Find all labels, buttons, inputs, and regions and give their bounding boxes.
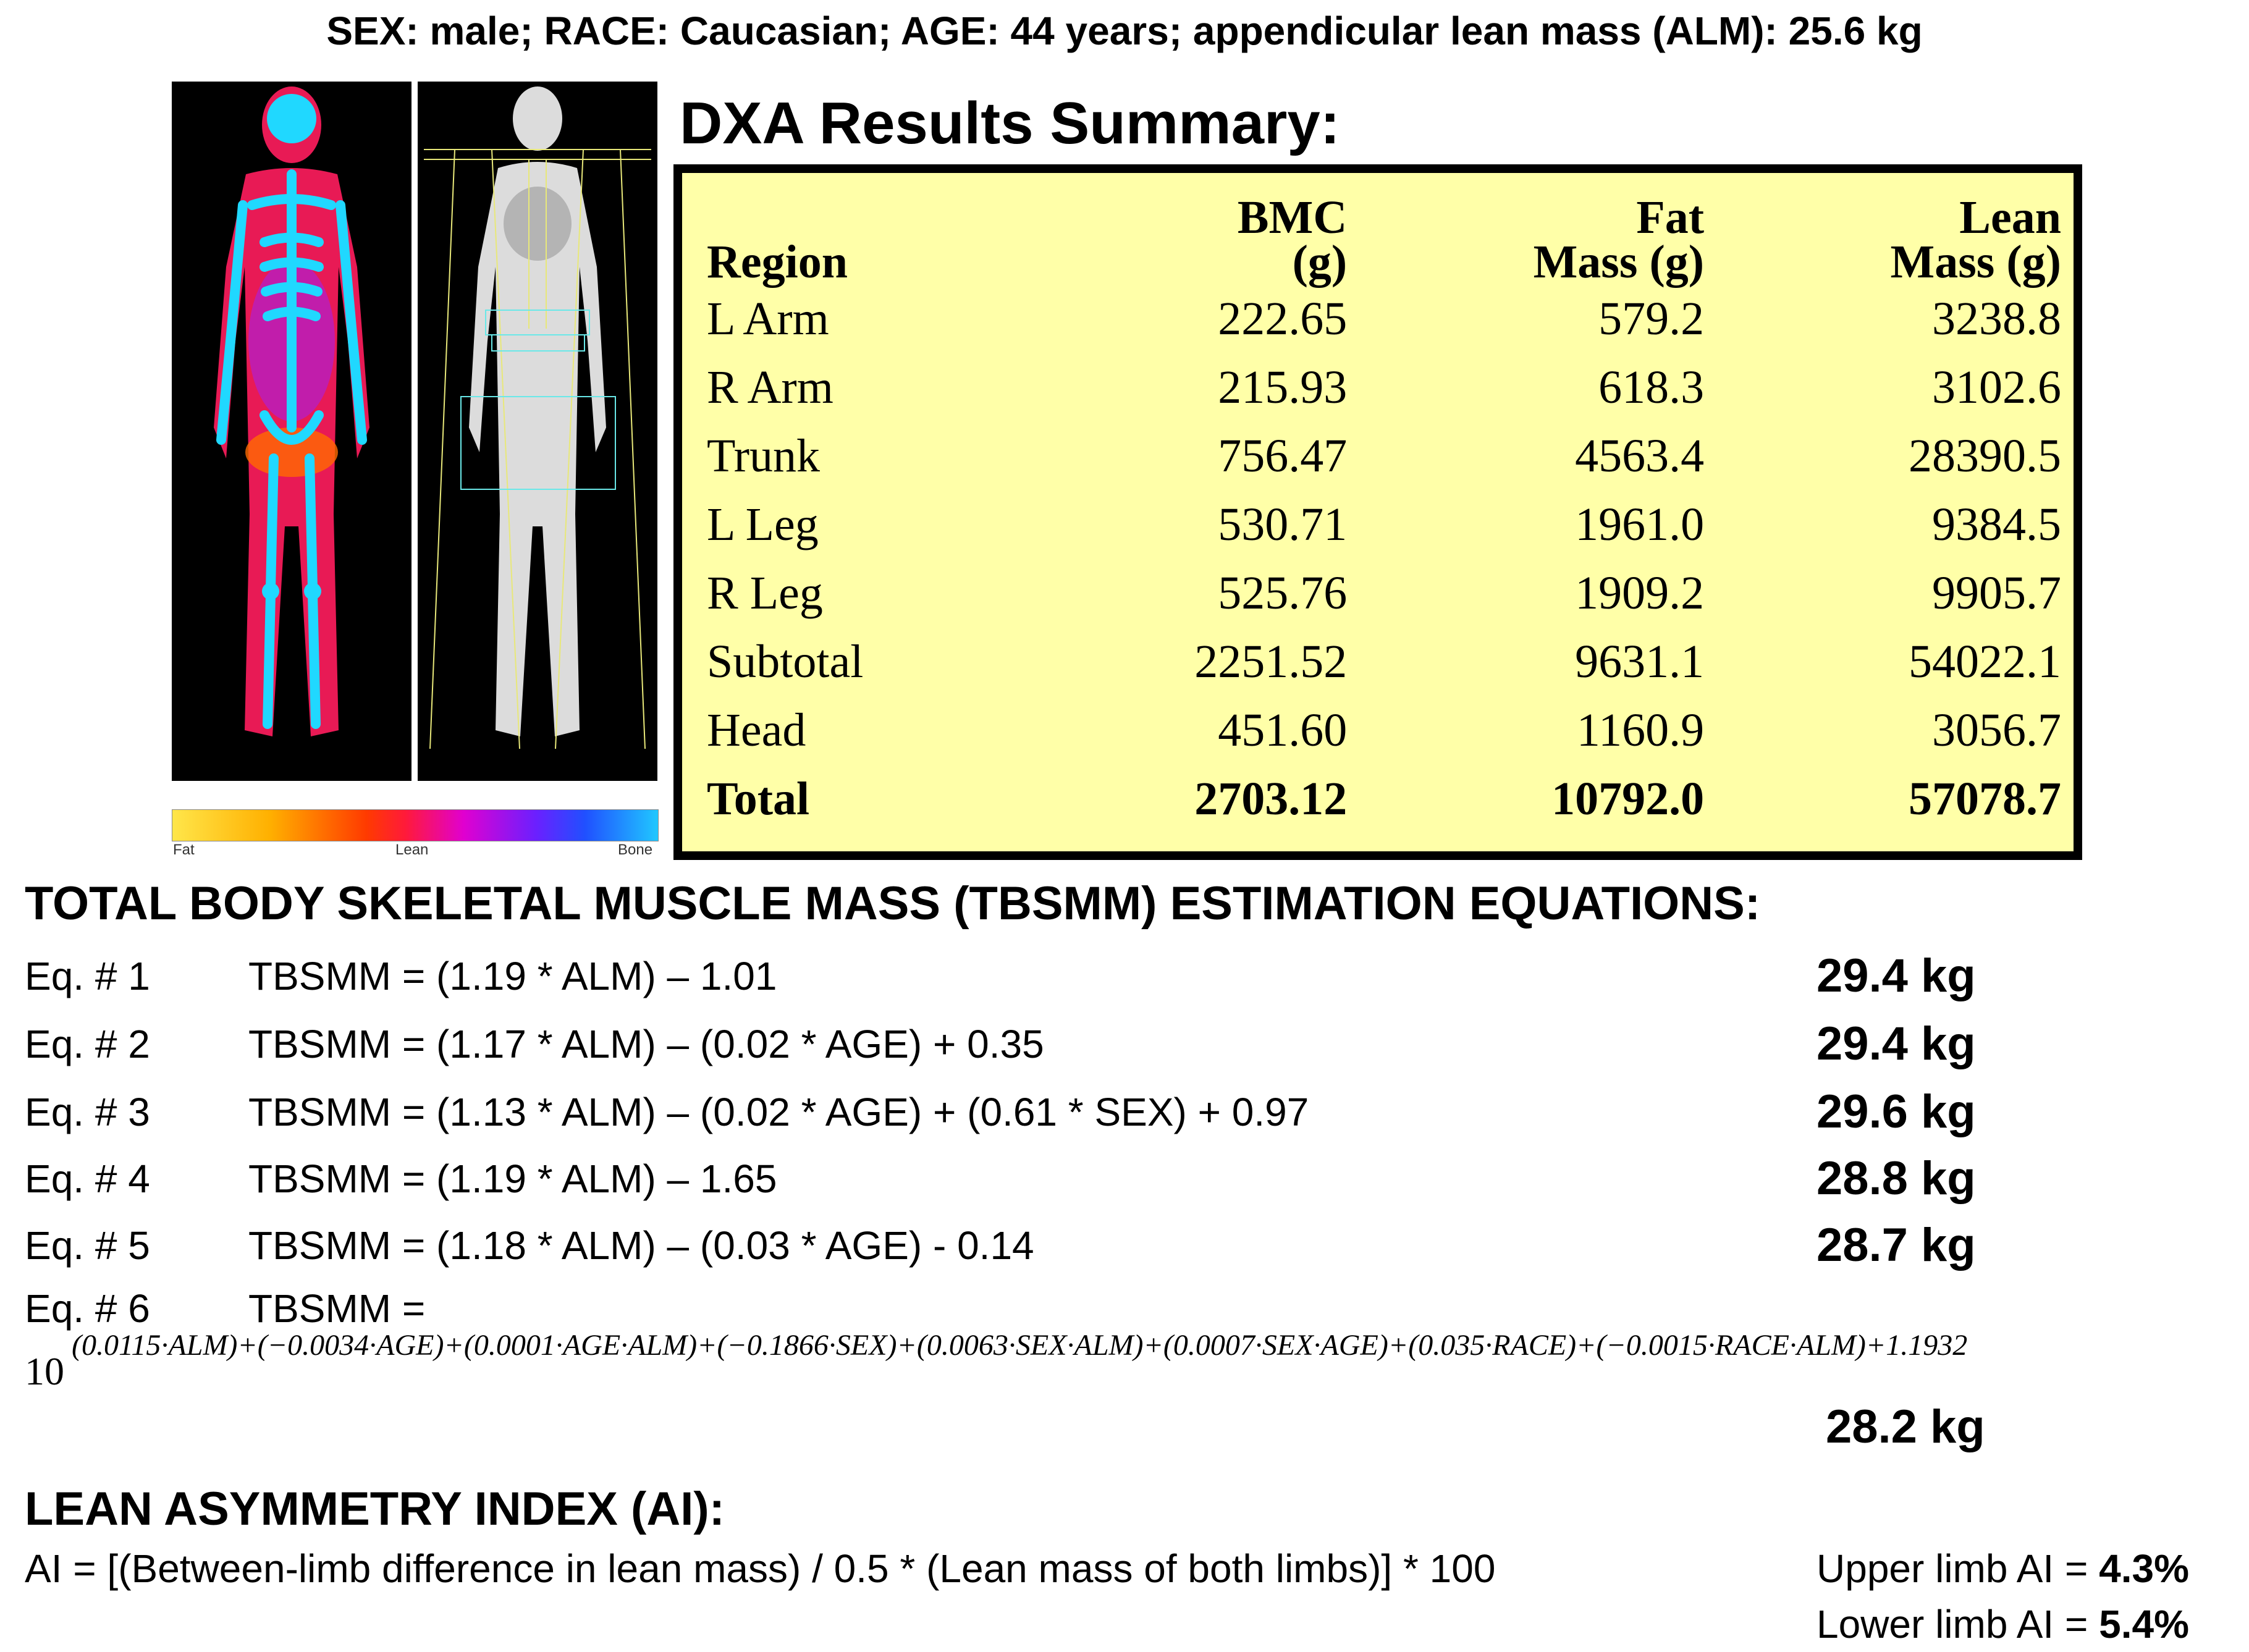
equation-label: Eq. # 2 (25, 1022, 150, 1066)
cell-region: Trunk (707, 429, 821, 482)
lower-limb-ai-label: Lower limb AI = (1816, 1602, 2099, 1646)
cell-lean: 3238.8 (1932, 292, 2061, 345)
cell-bmc: 222.65 (1218, 292, 1348, 345)
cell-region: Total (707, 772, 810, 825)
equation-formula: TBSMM = (1.18 * ALM) – (0.03 * AGE) - 0.… (248, 1223, 1034, 1268)
cell-region: R Arm (707, 361, 833, 413)
table-row: Head 451.60 1160.9 3056.7 (707, 696, 2061, 764)
ai-section-title: LEAN ASYMMETRY INDEX (AI): (25, 1483, 725, 1535)
cell-fat: 1160.9 (1576, 704, 1705, 756)
equation-6-exponent: (0.0115·ALM)+(−0.0034·AGE)+(0.0001·AGE·A… (72, 1329, 1968, 1362)
subject-info: SEX: male; RACE: Caucasian; AGE: 44 year… (326, 9, 1923, 53)
cell-fat: 579.2 (1598, 292, 1705, 345)
dxa-summary-title: DXA Results Summary: (680, 90, 1340, 156)
equation-label: Eq. # 4 (25, 1157, 150, 1201)
upper-limb-ai-label: Upper limb AI = (1816, 1546, 2099, 1591)
equation-row-1: Eq. # 1 TBSMM = (1.19 * ALM) – 1.01 29.4… (25, 945, 2224, 1007)
table-row: R Leg 525.76 1909.2 9905.7 (707, 558, 2061, 627)
equation-formula: TBSMM = (1.17 * ALM) – (0.02 * AGE) + 0.… (248, 1022, 1044, 1066)
table-row: L Leg 530.71 1961.0 9384.5 (707, 490, 2061, 558)
dxa-color-scan-image (172, 82, 411, 781)
cell-fat: 4563.4 (1575, 429, 1705, 482)
cell-fat: 1909.2 (1575, 567, 1705, 619)
dxa-results-table-box: Region BMC (g) Fat Mass (g) Lean Mass (g) L… (673, 164, 2082, 860)
dxa-results-table: Region BMC (g) Fat Mass (g) Lean Mass (g) L… (707, 192, 2061, 833)
column-header-fat-mass: Fat Mass (g) (1533, 192, 1705, 288)
table-row: L Arm 222.65 579.2 3238.8 (707, 284, 2061, 353)
cell-region: Subtotal (707, 635, 864, 688)
cell-fat: 9631.1 (1575, 635, 1705, 688)
cell-bmc: 530.71 (1218, 498, 1348, 550)
equation-label: Eq. # 3 (25, 1090, 150, 1134)
equation-row-5: Eq. # 5 TBSMM = (1.18 * ALM) – (0.03 * A… (25, 1215, 2224, 1276)
color-scale-bar (172, 809, 659, 841)
equation-row-2: Eq. # 2 TBSMM = (1.17 * ALM) – (0.02 * A… (25, 1013, 2224, 1075)
cell-lean: 54022.1 (1909, 635, 2061, 688)
column-header-lean-mass: Lean Mass (g) (1890, 192, 2061, 288)
table-row: R Arm 215.93 618.3 3102.6 (707, 353, 2061, 421)
equation-row-3: Eq. # 3 TBSMM = (1.13 * ALM) – (0.02 * A… (25, 1081, 2224, 1143)
equation-label: Eq. # 6 (25, 1286, 150, 1331)
equation-label: Eq. # 1 (25, 954, 150, 998)
equation-formula: TBSMM = (248, 1286, 426, 1331)
equation-6-expression: 10 (0.0115·ALM)+(−0.0034·AGE)+(0.0001·AG… (25, 1328, 2249, 1394)
equation-result: 28.8 kg (1816, 1152, 1976, 1205)
cell-bmc: 2703.12 (1194, 772, 1348, 825)
cell-lean: 9384.5 (1932, 498, 2061, 550)
tbsmm-section-title: TOTAL BODY SKELETAL MUSCLE MASS (TBSMM) … (25, 877, 1761, 930)
equation-result: 29.4 kg (1816, 1018, 1976, 1070)
lower-limb-ai-value: 5.4% (2099, 1602, 2189, 1646)
table-row: Subtotal 2251.52 9631.1 54022.1 (707, 627, 2061, 696)
cell-lean: 3056.7 (1932, 704, 2061, 756)
cell-lean: 3102.6 (1932, 361, 2061, 413)
cell-lean: 28390.5 (1909, 429, 2061, 482)
cell-bmc: 451.60 (1218, 704, 1348, 756)
cell-fat: 618.3 (1598, 361, 1705, 413)
equation-result: 28.7 kg (1816, 1219, 1976, 1271)
column-header-bmc: BMC (g) (1237, 192, 1348, 288)
equation-label: Eq. # 5 (25, 1223, 150, 1268)
cell-region: L Arm (707, 292, 829, 345)
equation-result: 29.6 kg (1816, 1085, 1976, 1138)
cell-fat: 10792.0 (1551, 772, 1705, 825)
cell-region: Head (707, 704, 806, 756)
table-header-row: Region BMC (g) Fat Mass (g) Lean Mass (g) (707, 192, 2061, 288)
equation-formula: TBSMM = (1.19 * ALM) – 1.65 (248, 1157, 777, 1201)
cell-lean: 57078.7 (1909, 772, 2061, 825)
upper-limb-ai: Upper limb AI = 4.3% (1816, 1541, 2189, 1596)
cell-bmc: 2251.52 (1194, 635, 1348, 688)
equation-row-4: Eq. # 4 TBSMM = (1.19 * ALM) – 1.65 28.8… (25, 1148, 2224, 1210)
dxa-grayscale-scan-image (418, 82, 657, 781)
equation-6-base: 10 (25, 1349, 64, 1393)
cell-bmc: 215.93 (1218, 361, 1348, 413)
cell-lean: 9905.7 (1932, 567, 2061, 619)
ai-formula: AI = [(Between-limb difference in lean m… (25, 1546, 1496, 1591)
equation-row-6: Eq. # 6 TBSMM = (25, 1278, 2224, 1339)
upper-limb-ai-value: 4.3% (2099, 1546, 2189, 1591)
cell-bmc: 525.76 (1218, 567, 1348, 619)
cell-region: L Leg (707, 498, 819, 550)
scale-label-lean: Lean (395, 841, 429, 858)
column-header-region: Region (707, 236, 848, 288)
table-row: Trunk 756.47 4563.4 28390.5 (707, 421, 2061, 490)
equation-formula: TBSMM = (1.13 * ALM) – (0.02 * AGE) + (0… (248, 1090, 1309, 1134)
equation-formula: TBSMM = (1.19 * ALM) – 1.01 (248, 954, 777, 998)
equation-6-result: 28.2 kg (1826, 1401, 1985, 1453)
cell-fat: 1961.0 (1575, 498, 1705, 550)
scale-label-bone: Bone (618, 841, 653, 858)
table-row-total: Total 2703.12 10792.0 57078.7 (707, 764, 2061, 833)
lower-limb-ai: Lower limb AI = 5.4% (1816, 1596, 2189, 1652)
equation-result: 29.4 kg (1816, 950, 1976, 1002)
cell-region: R Leg (707, 567, 823, 619)
scale-label-fat: Fat (173, 841, 195, 858)
cell-bmc: 756.47 (1218, 429, 1348, 482)
